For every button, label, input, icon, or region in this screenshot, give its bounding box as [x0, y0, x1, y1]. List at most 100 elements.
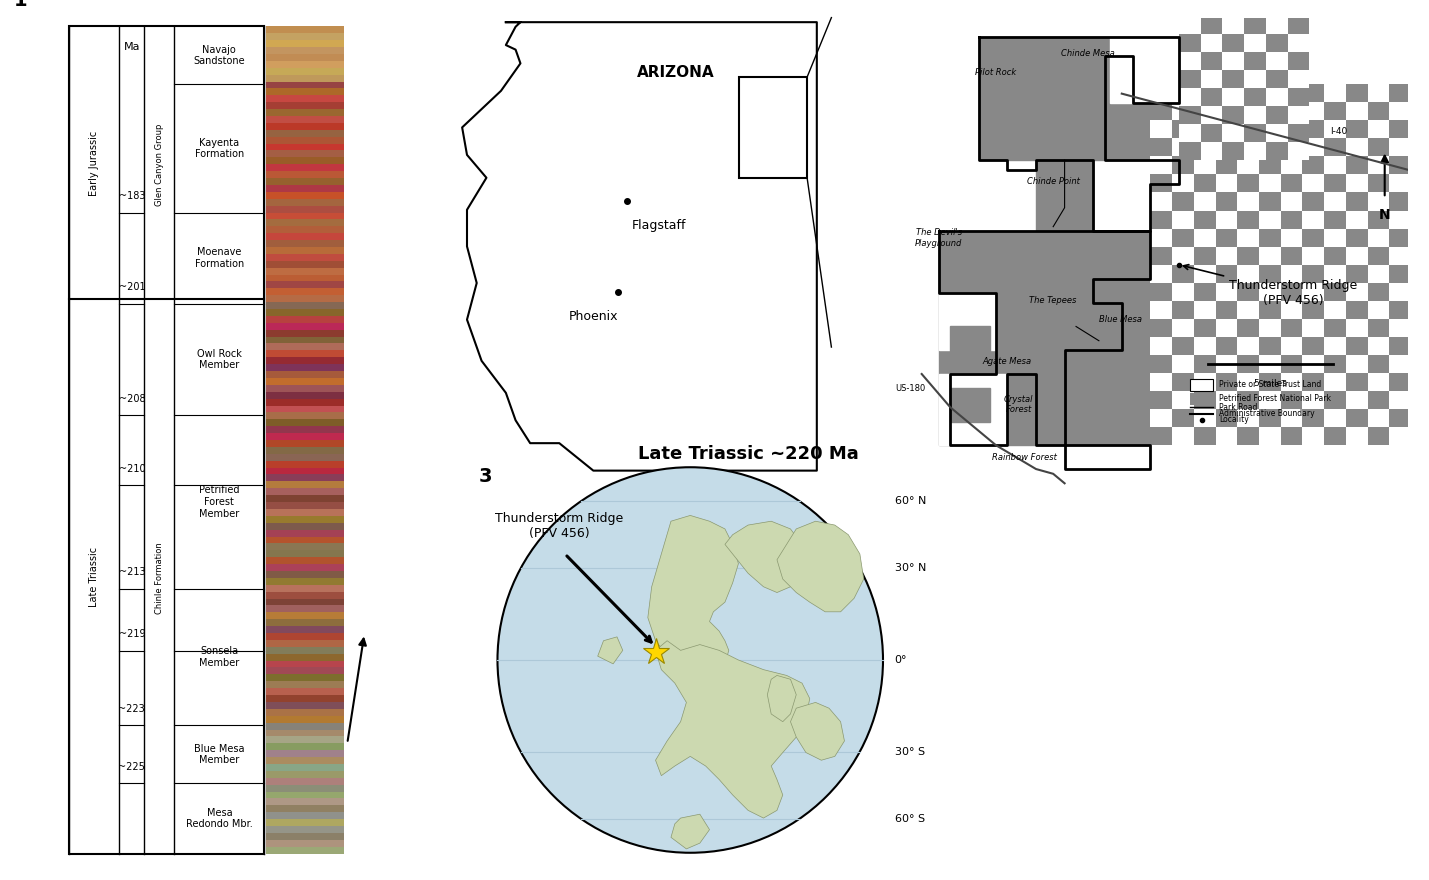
- Bar: [266, 520, 344, 530]
- Bar: [266, 141, 344, 150]
- Bar: [266, 686, 344, 695]
- Bar: [1280, 355, 1302, 373]
- Polygon shape: [1036, 160, 1093, 231]
- Bar: [1280, 84, 1302, 102]
- Bar: [1325, 84, 1346, 102]
- Bar: [266, 472, 344, 481]
- Bar: [1259, 282, 1280, 301]
- Bar: [266, 437, 344, 447]
- Bar: [266, 576, 344, 584]
- Bar: [1259, 373, 1280, 391]
- Bar: [266, 714, 344, 722]
- Bar: [1368, 427, 1389, 445]
- Bar: [266, 417, 344, 426]
- Bar: [1266, 142, 1288, 160]
- Bar: [1302, 193, 1325, 210]
- Bar: [1280, 121, 1302, 138]
- Bar: [1302, 157, 1325, 174]
- Bar: [1193, 355, 1216, 373]
- Bar: [1325, 265, 1346, 282]
- Bar: [266, 493, 344, 502]
- Text: Navajo
Sandstone: Navajo Sandstone: [193, 45, 246, 66]
- Bar: [1368, 210, 1389, 229]
- Polygon shape: [939, 374, 1007, 445]
- Bar: [266, 327, 344, 336]
- Bar: [1193, 282, 1216, 301]
- Bar: [1222, 16, 1245, 33]
- Bar: [1302, 246, 1325, 265]
- Bar: [1172, 373, 1193, 391]
- Bar: [266, 424, 344, 433]
- Bar: [1200, 88, 1222, 106]
- Bar: [266, 376, 344, 385]
- Bar: [266, 162, 344, 171]
- Bar: [1325, 121, 1346, 138]
- Bar: [1238, 157, 1259, 174]
- Bar: [1368, 157, 1389, 174]
- Bar: [1200, 142, 1222, 160]
- Bar: [266, 451, 344, 461]
- Text: Phoenix: Phoenix: [569, 311, 619, 324]
- Bar: [1302, 282, 1325, 301]
- Bar: [1280, 229, 1302, 246]
- Bar: [1222, 106, 1245, 124]
- Bar: [1193, 157, 1216, 174]
- Bar: [1302, 174, 1325, 193]
- Bar: [266, 182, 344, 192]
- Bar: [1222, 124, 1245, 142]
- Bar: [266, 803, 344, 812]
- Bar: [266, 217, 344, 226]
- Bar: [1288, 142, 1309, 160]
- Bar: [1325, 282, 1346, 301]
- Bar: [1259, 301, 1280, 319]
- Bar: [266, 389, 344, 399]
- Bar: [1150, 102, 1172, 121]
- Bar: [1280, 138, 1302, 157]
- Bar: [1346, 337, 1368, 355]
- Bar: [266, 106, 344, 116]
- Bar: [266, 678, 344, 688]
- Text: 60° N: 60° N: [895, 496, 926, 506]
- Bar: [266, 279, 344, 289]
- Bar: [1216, 373, 1238, 391]
- Bar: [266, 99, 344, 109]
- Text: Sonsela
Member: Sonsela Member: [199, 646, 240, 668]
- Bar: [266, 479, 344, 488]
- Bar: [266, 513, 344, 523]
- Bar: [1150, 427, 1172, 445]
- Bar: [1389, 121, 1410, 138]
- Bar: [1193, 138, 1216, 157]
- Bar: [1346, 355, 1368, 373]
- Bar: [1172, 409, 1193, 427]
- Bar: [1266, 70, 1288, 88]
- Bar: [266, 300, 344, 309]
- Bar: [1368, 193, 1389, 210]
- Bar: [1368, 229, 1389, 246]
- Bar: [1172, 391, 1193, 409]
- Bar: [1193, 210, 1216, 229]
- Bar: [266, 755, 344, 764]
- Bar: [1368, 282, 1389, 301]
- Bar: [1150, 301, 1172, 319]
- Bar: [1216, 391, 1238, 409]
- Bar: [1266, 124, 1288, 142]
- Text: Chinde Point: Chinde Point: [1026, 177, 1080, 186]
- Bar: [1325, 246, 1346, 265]
- Bar: [1172, 138, 1193, 157]
- Bar: [1238, 355, 1259, 373]
- Bar: [1389, 84, 1410, 102]
- Bar: [1302, 355, 1325, 373]
- Bar: [1150, 157, 1172, 174]
- Bar: [1368, 355, 1389, 373]
- Bar: [1325, 102, 1346, 121]
- Bar: [266, 362, 344, 371]
- Bar: [266, 548, 344, 557]
- Polygon shape: [939, 293, 996, 350]
- Text: The Tepees: The Tepees: [1029, 296, 1077, 304]
- Bar: [1222, 88, 1245, 106]
- Bar: [1280, 391, 1302, 409]
- Bar: [1266, 88, 1288, 106]
- Text: Pilot Rock: Pilot Rock: [976, 68, 1016, 77]
- Bar: [1172, 427, 1193, 445]
- Bar: [1259, 409, 1280, 427]
